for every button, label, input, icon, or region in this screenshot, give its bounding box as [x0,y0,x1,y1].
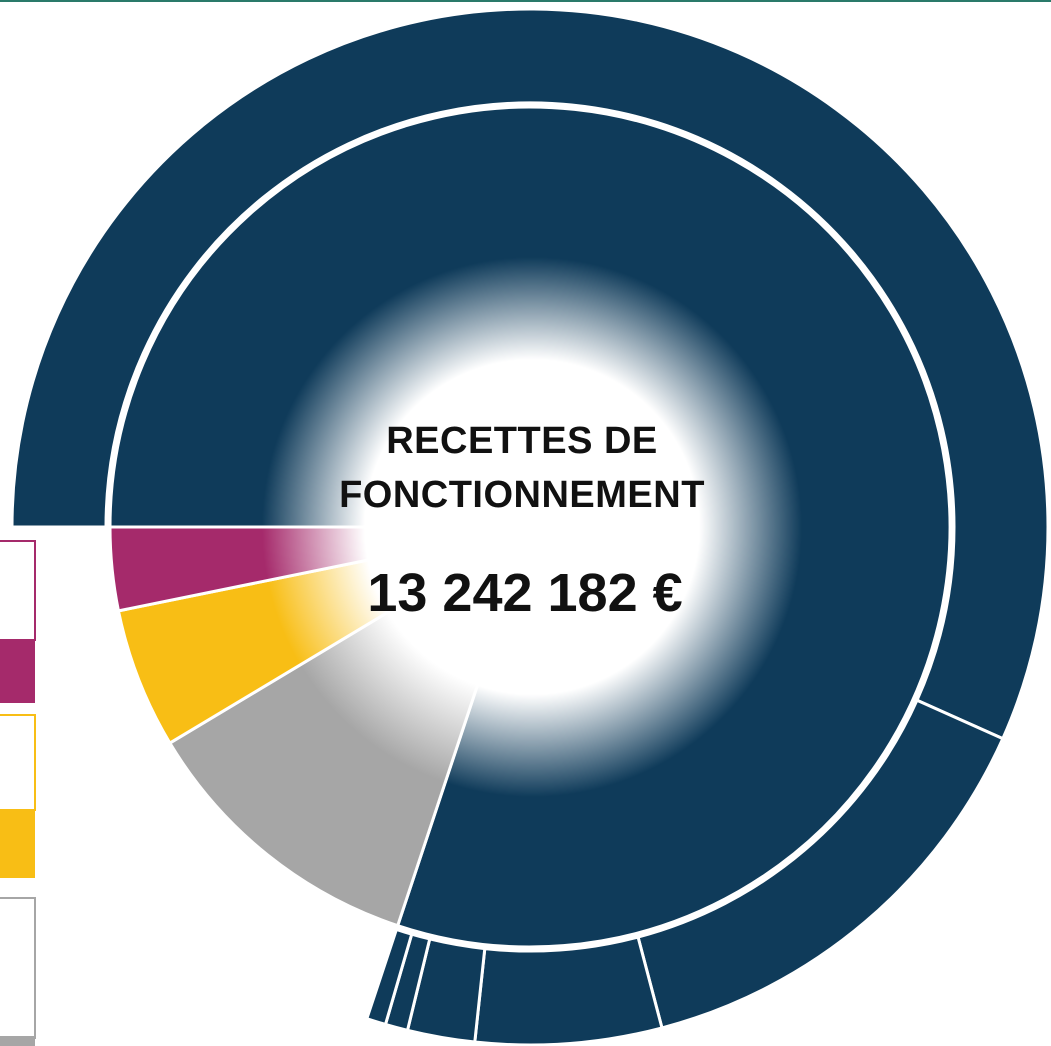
total-amount: 13 242 182 € [367,563,683,623]
legend-swatch [0,640,35,703]
center-glow [262,257,802,797]
legend-box [0,540,36,641]
outer-segment [473,935,664,1046]
legend-swatch [0,810,35,878]
inner-segment [108,105,952,949]
legend-box [0,897,36,1039]
legend-box [0,714,36,811]
chart-title: RECETTES DE FONCTIONNEMENT [339,420,705,516]
legend-swatch [0,1036,35,1046]
outer-segment [10,7,1050,741]
outer-segment [364,927,414,1027]
